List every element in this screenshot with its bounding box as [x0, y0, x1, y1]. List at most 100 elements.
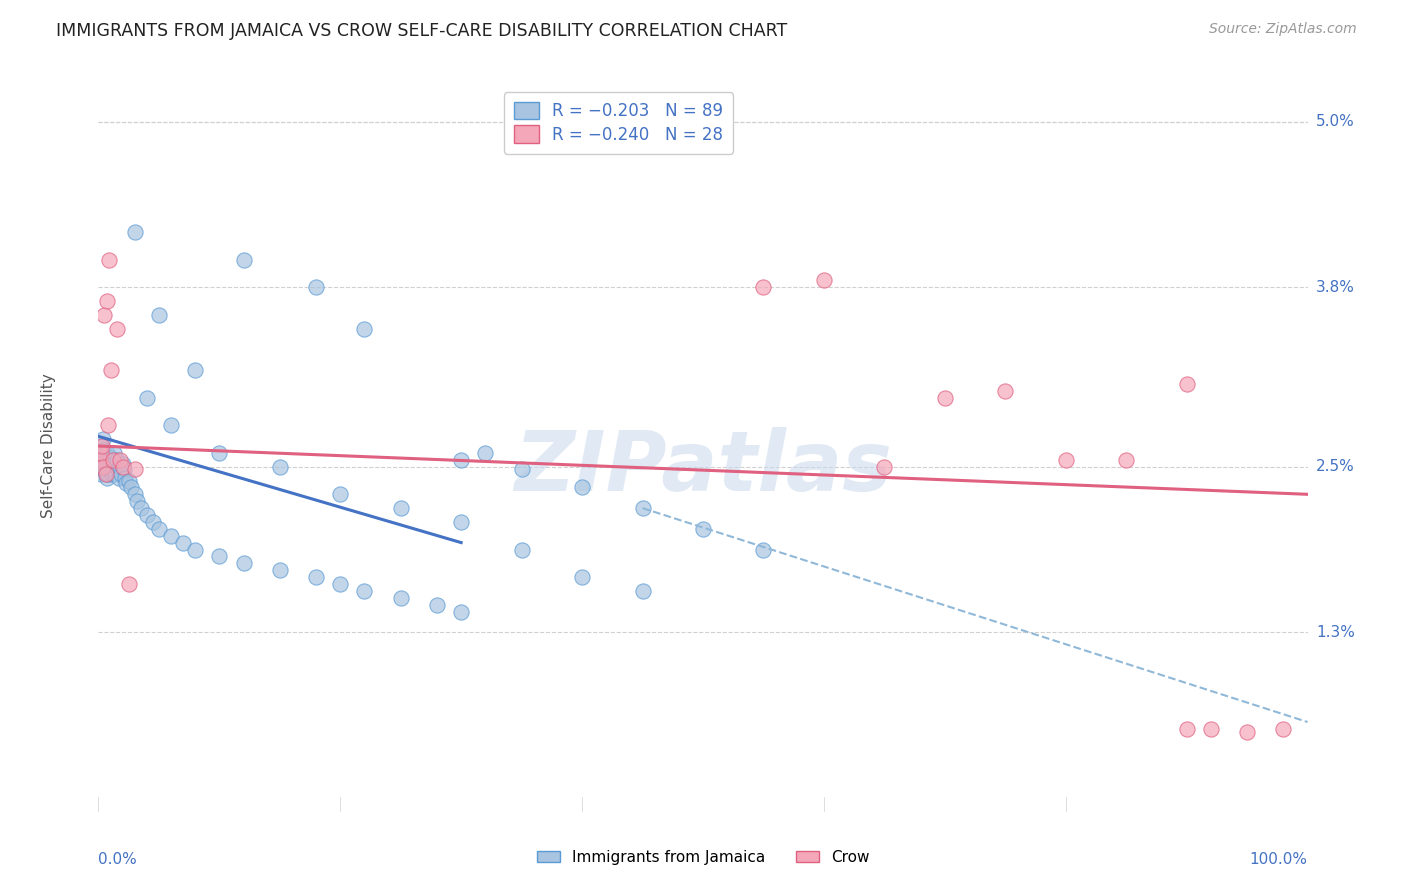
- Point: [1272, 722, 1295, 736]
- Point: [118, 474, 141, 488]
- Point: [104, 467, 127, 481]
- Point: [91, 459, 114, 474]
- Point: [1054, 452, 1077, 467]
- Point: [120, 480, 142, 494]
- Text: ZIPatlas: ZIPatlas: [515, 427, 891, 508]
- Point: [101, 452, 124, 467]
- Point: [93, 308, 115, 322]
- Point: [389, 591, 412, 605]
- Point: [135, 391, 157, 405]
- Point: [91, 452, 114, 467]
- Point: [269, 563, 291, 577]
- Point: [108, 459, 131, 474]
- Text: Source: ZipAtlas.com: Source: ZipAtlas.com: [1209, 22, 1357, 37]
- Point: [329, 487, 352, 501]
- Point: [90, 452, 112, 467]
- Point: [510, 462, 533, 476]
- Point: [91, 432, 114, 446]
- Point: [1175, 722, 1198, 736]
- Point: [1236, 724, 1258, 739]
- Point: [97, 418, 120, 433]
- Point: [184, 363, 207, 377]
- Point: [93, 449, 115, 463]
- Point: [124, 487, 146, 501]
- Point: [571, 480, 593, 494]
- Point: [97, 467, 120, 481]
- Point: [101, 462, 124, 476]
- Point: [208, 549, 231, 564]
- Point: [111, 459, 134, 474]
- Point: [631, 501, 654, 516]
- Point: [91, 446, 114, 460]
- Text: IMMIGRANTS FROM JAMAICA VS CROW SELF-CARE DISABILITY CORRELATION CHART: IMMIGRANTS FROM JAMAICA VS CROW SELF-CAR…: [56, 22, 787, 40]
- Point: [873, 459, 896, 474]
- Point: [94, 462, 117, 476]
- Point: [91, 462, 114, 476]
- Text: 2.5%: 2.5%: [1316, 459, 1354, 475]
- Point: [124, 462, 146, 476]
- Point: [90, 459, 112, 474]
- Point: [269, 459, 291, 474]
- Text: 1.3%: 1.3%: [1316, 624, 1355, 640]
- Point: [129, 501, 152, 516]
- Point: [1175, 376, 1198, 391]
- Point: [93, 459, 115, 474]
- Point: [91, 457, 114, 471]
- Point: [305, 280, 328, 294]
- Point: [90, 459, 112, 474]
- Text: 0.0%: 0.0%: [98, 852, 138, 867]
- Point: [124, 225, 146, 239]
- Point: [101, 452, 124, 467]
- Point: [90, 467, 112, 481]
- Point: [813, 273, 835, 287]
- Point: [100, 451, 122, 466]
- Point: [96, 471, 118, 485]
- Point: [100, 459, 122, 474]
- Point: [450, 452, 472, 467]
- Point: [142, 515, 165, 529]
- Point: [752, 280, 775, 294]
- Point: [329, 577, 352, 591]
- Point: [994, 384, 1017, 398]
- Point: [93, 452, 115, 467]
- Point: [1115, 452, 1137, 467]
- Point: [752, 542, 775, 557]
- Point: [103, 457, 125, 471]
- Point: [90, 439, 112, 453]
- Point: [93, 443, 115, 458]
- Point: [148, 522, 170, 536]
- Point: [426, 598, 449, 612]
- Point: [127, 494, 149, 508]
- Point: [208, 446, 231, 460]
- Point: [100, 467, 122, 481]
- Point: [934, 391, 956, 405]
- Point: [93, 451, 115, 466]
- Point: [94, 467, 117, 481]
- Point: [148, 308, 170, 322]
- Point: [100, 363, 122, 377]
- Point: [631, 583, 654, 598]
- Point: [103, 446, 125, 460]
- Point: [96, 449, 118, 463]
- Point: [110, 467, 132, 481]
- Point: [692, 522, 714, 536]
- Point: [108, 452, 131, 467]
- Point: [91, 439, 114, 453]
- Point: [90, 446, 112, 460]
- Point: [98, 252, 121, 267]
- Point: [89, 452, 111, 467]
- Point: [232, 252, 254, 267]
- Point: [172, 535, 194, 549]
- Point: [94, 446, 117, 460]
- Legend: Immigrants from Jamaica, Crow: Immigrants from Jamaica, Crow: [530, 844, 876, 871]
- Point: [184, 542, 207, 557]
- Text: 3.8%: 3.8%: [1316, 280, 1355, 294]
- Point: [1199, 722, 1222, 736]
- Point: [450, 515, 472, 529]
- Point: [474, 446, 496, 460]
- Point: [111, 457, 134, 471]
- Point: [98, 462, 121, 476]
- Point: [96, 446, 118, 460]
- Point: [96, 459, 118, 474]
- Point: [96, 294, 118, 309]
